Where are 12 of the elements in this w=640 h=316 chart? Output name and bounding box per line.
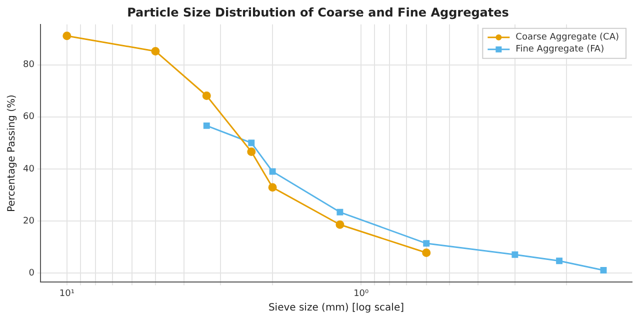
y-tick-label: 40 bbox=[23, 164, 35, 174]
x-tick-label: 10⁰ bbox=[354, 288, 370, 299]
y-tick-label: 20 bbox=[23, 216, 35, 226]
y-tick-label: 80 bbox=[23, 60, 35, 70]
y-axis-title: Percentage Passing (%) bbox=[6, 94, 18, 212]
x-axis-title: Sieve size (mm) [log scale] bbox=[268, 302, 404, 314]
legend-label: Coarse Aggregate (CA) bbox=[516, 32, 620, 43]
legend-label: Fine Aggregate (FA) bbox=[516, 44, 604, 55]
chart-title: Particle Size Distribution of Coarse and Fine Aggregates bbox=[127, 5, 509, 20]
y-tick-label: 60 bbox=[23, 112, 35, 122]
y-tick-label: 0 bbox=[28, 268, 35, 278]
x-tick-label: 10¹ bbox=[59, 288, 75, 299]
